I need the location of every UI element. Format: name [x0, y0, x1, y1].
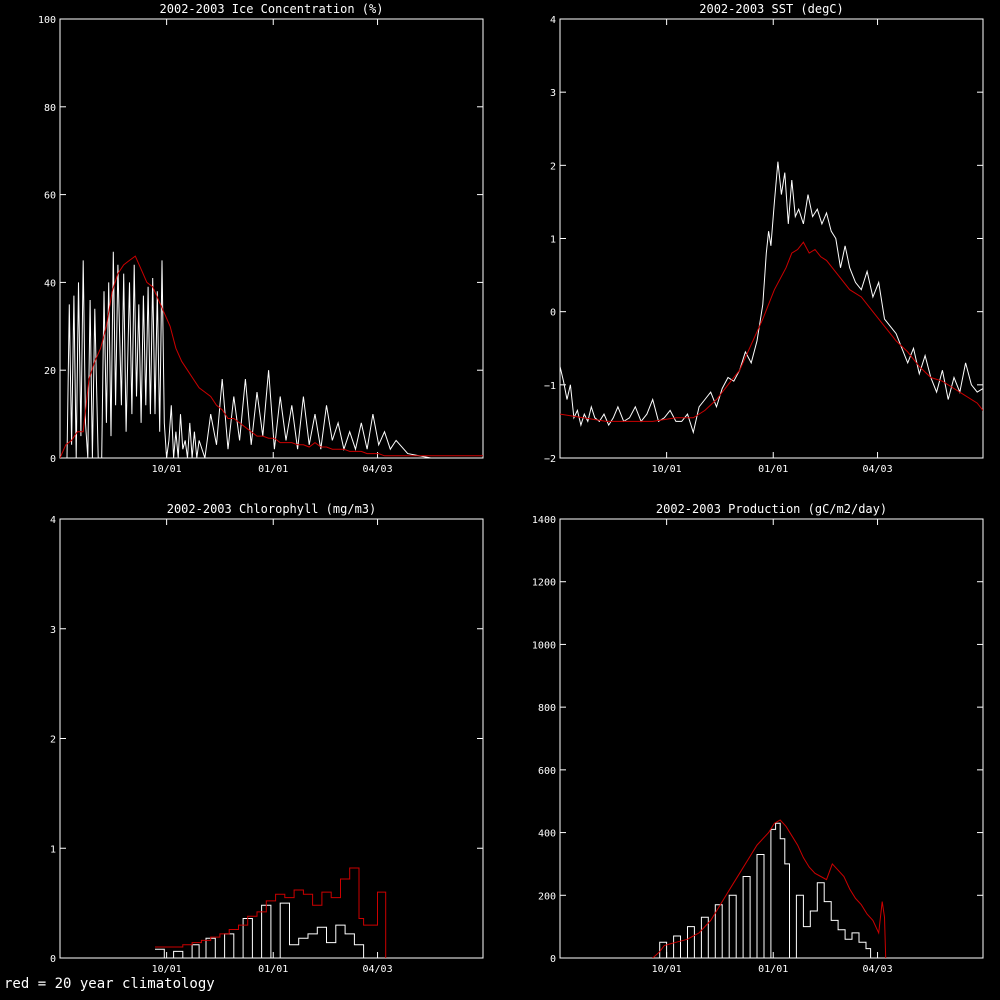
chlorophyll-ytick-label: 0: [50, 954, 56, 965]
sst-xtick-label: 10/01: [652, 464, 682, 475]
sst-ytick-label: 0: [550, 308, 556, 319]
sst-ytick-label: 1: [550, 235, 556, 246]
production-ytick-label: 1000: [532, 640, 556, 651]
sst-panel: 2002-2003 SST (degC) −2 −1 0 1 2 3 4 10/01 01/01 0…: [544, 2, 984, 475]
production-ytick-label: 800: [538, 703, 556, 714]
production-ytick-label: 1200: [532, 578, 556, 589]
ice-concentration-ytick-label: 100: [38, 15, 56, 26]
sst-ytick-label: 4: [550, 15, 556, 26]
ice-concentration-axes-frame: [59, 18, 484, 459]
sst-climatology-line: [560, 241, 983, 422]
production-ytick-label: 200: [538, 891, 556, 902]
production-panel: 2002-2003 Production (gC/m2/day) 0 200 400 6…: [532, 502, 984, 975]
sst-ytick-label: −1: [544, 381, 556, 392]
chlorophyll-ytick-label: 4: [50, 515, 56, 526]
ice-concentration-ytick-label: 60: [44, 191, 56, 202]
chlorophyll-ytick-label: 1: [50, 844, 56, 855]
ice-concentration-ytick-label: 80: [44, 103, 56, 114]
legend-note: red = 20 year climatology: [4, 976, 215, 992]
ice-concentration-panel: 2002-2003 Ice Concentration (%) 0 20 40 60 80…: [38, 2, 484, 475]
ice-concentration-climatology-line: [60, 255, 483, 458]
chlorophyll-axes-frame: [59, 518, 484, 959]
ice-concentration-xtick-label: 10/01: [152, 464, 182, 475]
ice-concentration-ytick-label: 20: [44, 366, 56, 377]
ice-concentration-xtick-label: 01/01: [258, 464, 288, 475]
ice-concentration-ytick-label: 40: [44, 278, 56, 289]
production-ytick-label: 600: [538, 766, 556, 777]
chlorophyll-observed-line: [155, 902, 386, 958]
sst-title: 2002-2003 SST (degC): [699, 2, 844, 16]
production-xtick-label: 04/03: [862, 964, 892, 975]
sst-ytick-label: −2: [544, 454, 556, 465]
chlorophyll-xtick-label: 01/01: [258, 964, 288, 975]
ice-concentration-observed-line: [60, 251, 483, 458]
production-axes-frame: [559, 518, 984, 959]
production-ytick-label: 400: [538, 829, 556, 840]
chlorophyll-ytick-label: 2: [50, 735, 56, 746]
sst-xtick-label: 01/01: [758, 464, 788, 475]
production-ytick-label: 0: [550, 954, 556, 965]
ice-concentration-xtick-label: 04/03: [362, 464, 392, 475]
production-observed-line: [652, 822, 872, 958]
ice-concentration-ytick-label: 0: [50, 454, 56, 465]
ice-concentration-title: 2002-2003 Ice Concentration (%): [160, 2, 384, 16]
chlorophyll-xtick-label: 10/01: [152, 964, 182, 975]
chlorophyll-xtick-label: 04/03: [362, 964, 392, 975]
production-title: 2002-2003 Production (gC/m2/day): [656, 502, 887, 516]
production-xtick-label: 01/01: [758, 964, 788, 975]
chlorophyll-climatology-line: [155, 867, 387, 958]
sst-xtick-label: 04/03: [862, 464, 892, 475]
production-climatology-line: [652, 819, 887, 958]
chlorophyll-ytick-label: 3: [50, 625, 56, 636]
sst-ytick-label: 2: [550, 161, 556, 172]
chlorophyll-title: 2002-2003 Chlorophyll (mg/m3): [167, 502, 377, 516]
chlorophyll-panel: 2002-2003 Chlorophyll (mg/m3) 0 1 2 3 4 10/01 0…: [50, 502, 484, 975]
sst-ytick-label: 3: [550, 88, 556, 99]
production-ytick-label: 1400: [532, 515, 556, 526]
production-xtick-label: 10/01: [652, 964, 682, 975]
